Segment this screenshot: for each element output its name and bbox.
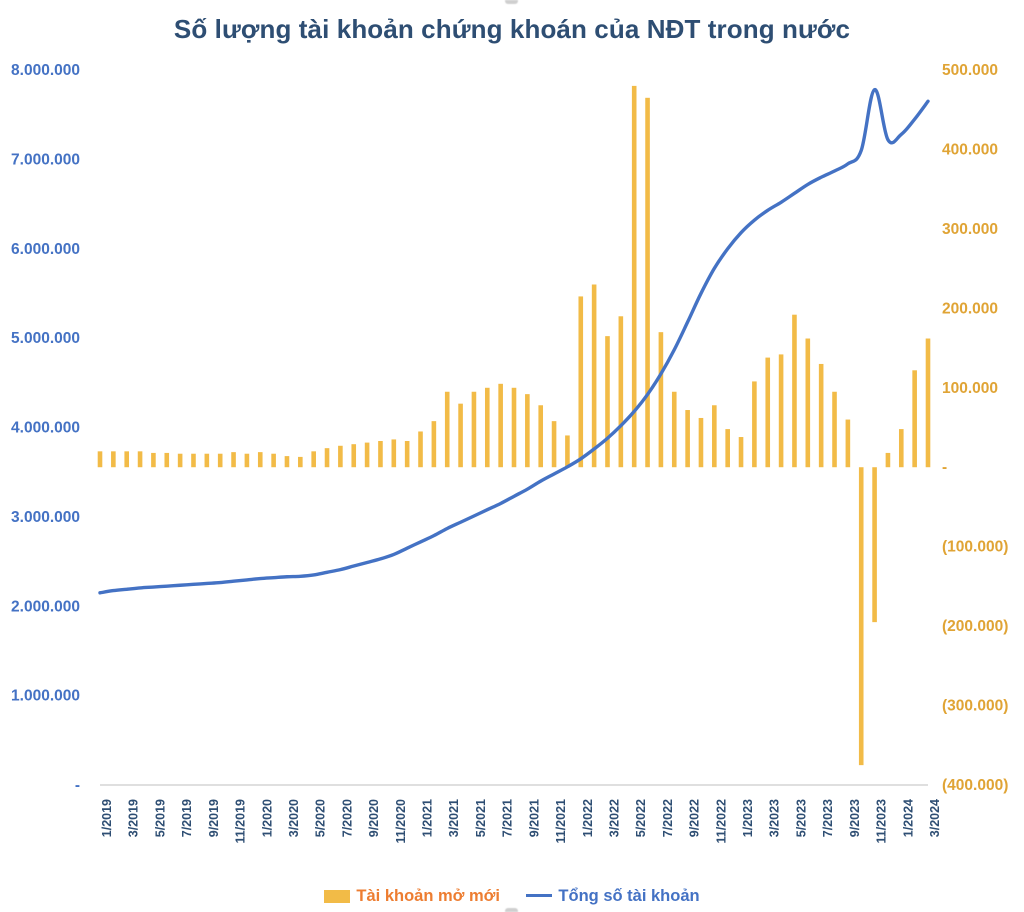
svg-text:3/2023: 3/2023: [768, 799, 782, 837]
svg-text:5/2021: 5/2021: [474, 799, 488, 837]
svg-text:5/2019: 5/2019: [153, 799, 167, 837]
svg-text:2.000.000: 2.000.000: [11, 598, 80, 615]
svg-text:1/2019: 1/2019: [100, 799, 114, 837]
svg-text:3/2019: 3/2019: [127, 799, 141, 837]
svg-text:11/2021: 11/2021: [554, 799, 568, 844]
svg-text:300.000: 300.000: [942, 221, 998, 238]
svg-text:5/2020: 5/2020: [314, 799, 328, 837]
svg-text:(300.000): (300.000): [942, 698, 1008, 715]
svg-text:1/2020: 1/2020: [260, 799, 274, 837]
svg-text:(100.000): (100.000): [942, 539, 1008, 556]
svg-text:1/2021: 1/2021: [421, 799, 435, 837]
svg-text:7/2020: 7/2020: [340, 799, 354, 837]
svg-text:5/2023: 5/2023: [794, 799, 808, 837]
svg-text:9/2021: 9/2021: [527, 799, 541, 837]
svg-text:500.000: 500.000: [942, 62, 998, 79]
svg-text:11/2022: 11/2022: [714, 799, 728, 844]
svg-text:9/2019: 9/2019: [207, 799, 221, 837]
svg-text:-: -: [942, 459, 947, 476]
svg-text:11/2019: 11/2019: [234, 799, 248, 844]
svg-text:8.000.000: 8.000.000: [11, 62, 80, 79]
svg-text:3/2021: 3/2021: [447, 799, 461, 837]
svg-text:6.000.000: 6.000.000: [11, 241, 80, 258]
svg-text:4.000.000: 4.000.000: [11, 420, 80, 437]
svg-text:1/2023: 1/2023: [741, 799, 755, 837]
svg-text:3/2024: 3/2024: [928, 799, 942, 837]
svg-text:(400.000): (400.000): [942, 777, 1008, 794]
svg-text:9/2020: 9/2020: [367, 799, 381, 837]
svg-text:5.000.000: 5.000.000: [11, 330, 80, 347]
svg-text:7.000.000: 7.000.000: [11, 151, 80, 168]
svg-text:3.000.000: 3.000.000: [11, 509, 80, 526]
svg-text:400.000: 400.000: [942, 141, 998, 158]
svg-text:1.000.000: 1.000.000: [11, 688, 80, 705]
svg-text:(200.000): (200.000): [942, 618, 1008, 635]
svg-text:7/2019: 7/2019: [180, 799, 194, 837]
svg-text:7/2021: 7/2021: [501, 799, 515, 837]
svg-text:9/2023: 9/2023: [848, 799, 862, 837]
svg-text:3/2022: 3/2022: [607, 799, 621, 837]
svg-text:200.000: 200.000: [942, 300, 998, 317]
svg-text:1/2024: 1/2024: [901, 799, 915, 837]
svg-text:11/2020: 11/2020: [394, 799, 408, 844]
svg-text:9/2022: 9/2022: [688, 799, 702, 837]
svg-text:3/2020: 3/2020: [287, 799, 301, 837]
svg-text:1/2022: 1/2022: [581, 799, 595, 837]
svg-text:11/2023: 11/2023: [875, 799, 889, 844]
svg-text:7/2022: 7/2022: [661, 799, 675, 837]
svg-text:-: -: [75, 777, 80, 794]
svg-text:7/2023: 7/2023: [821, 799, 835, 837]
svg-text:5/2022: 5/2022: [634, 799, 648, 837]
svg-text:100.000: 100.000: [942, 380, 998, 397]
